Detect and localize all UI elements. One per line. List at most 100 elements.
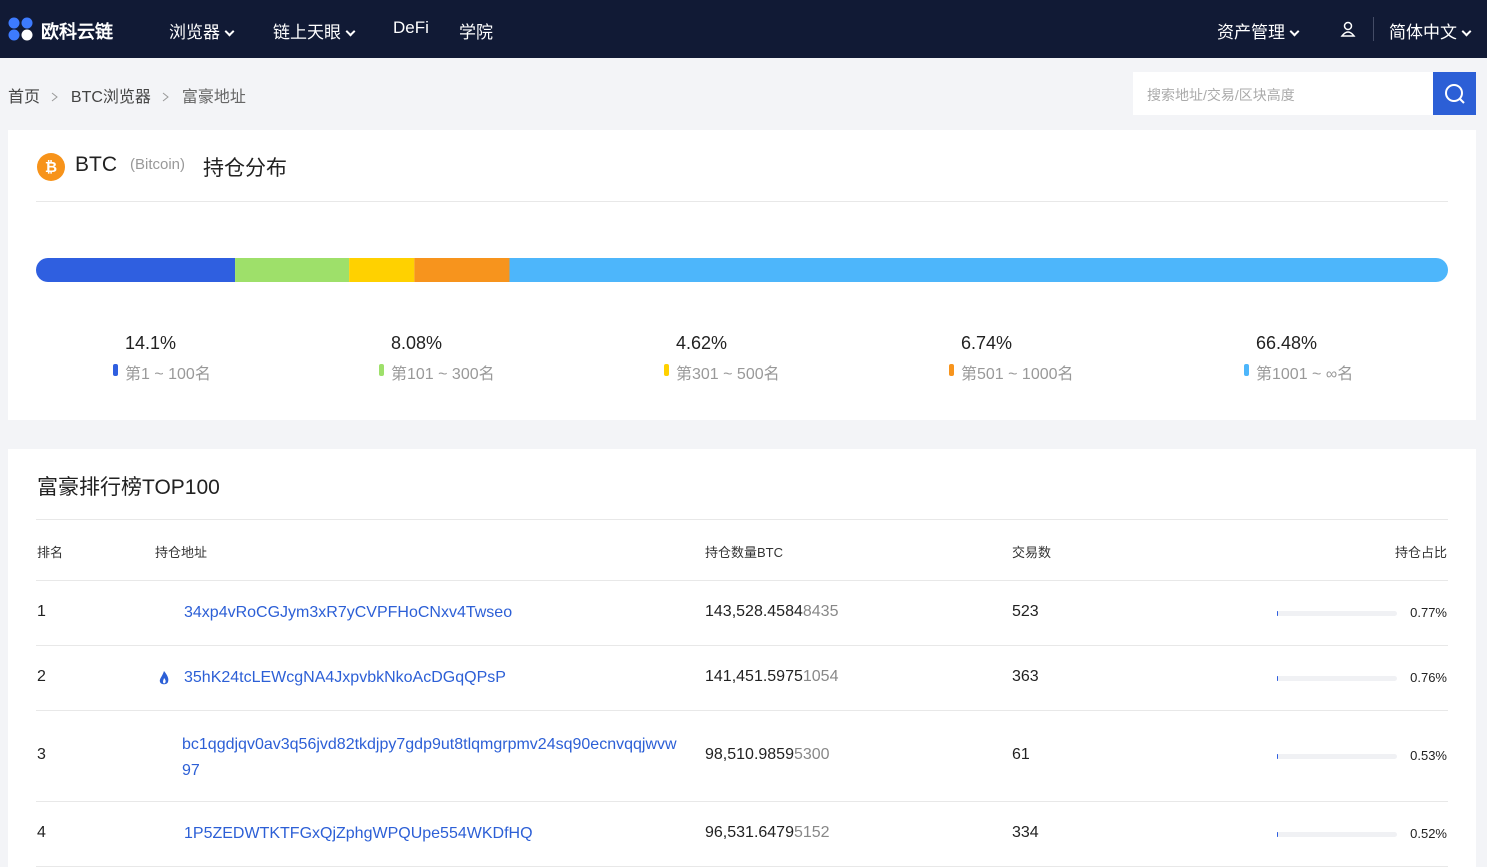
tx-count: 334: [1012, 824, 1039, 842]
address-tag-icon: [157, 670, 171, 686]
amount: 96,531.64795152: [705, 824, 830, 842]
amount: 98,510.98595300: [705, 746, 830, 764]
share-percent: 0.52%: [1410, 826, 1447, 841]
bar-segment: [36, 258, 235, 282]
share-bar: [1277, 676, 1278, 681]
segment-percent: 6.74%: [961, 333, 1012, 354]
logo-icon: [8, 16, 36, 42]
bar-segment: [235, 258, 349, 282]
address-link[interactable]: bc1qgdjqv0av3q56jvd82tkdjpy7gdp9ut8tlqmg…: [182, 732, 677, 784]
nav-item[interactable]: 链上天眼: [273, 18, 354, 43]
amount-tail: 1054: [803, 668, 839, 685]
search-button[interactable]: [1433, 72, 1476, 115]
ranking-card: [8, 449, 1476, 867]
row-divider: [36, 801, 1448, 802]
share-track: [1277, 676, 1397, 681]
crumb[interactable]: BTC浏览器: [71, 89, 151, 106]
coin-symbol: BTC: [75, 153, 117, 177]
coin-name: (Bitcoin): [130, 156, 185, 173]
share-track: [1277, 754, 1397, 759]
nav-asset[interactable]: 资产管理: [1217, 18, 1298, 43]
legend-dot: [379, 364, 384, 376]
crumb-sep: [155, 92, 177, 102]
address-link[interactable]: 1P5ZEDWTKTFGxQjZphgWPQUpe554WKDfHQ: [184, 821, 694, 847]
amount-tail: 8435: [803, 603, 839, 620]
segment-percent: 8.08%: [391, 333, 442, 354]
btc-icon: ₿: [36, 152, 66, 182]
nav-item[interactable]: 浏览器: [169, 18, 233, 43]
legend-dot: [113, 364, 118, 376]
search-icon: [1433, 72, 1476, 115]
user-icon[interactable]: [1340, 21, 1356, 37]
logo-text[interactable]: 欧科云链: [41, 18, 113, 44]
segment-range: 第101 ~ 300名: [391, 360, 495, 384]
tx-count: 61: [1012, 746, 1030, 764]
amount: 141,451.59751054: [705, 668, 838, 686]
address-link[interactable]: 34xp4vRoCGJym3xR7yCVPFHoCNxv4Twseo: [184, 600, 694, 626]
nav-label: 浏览器: [169, 23, 220, 42]
distribution-card: ₿ BTC (Bitcoin) 持仓分布 14.1% 第1 ~ 100名 8.08%…: [8, 130, 1476, 420]
segment-percent: 14.1%: [125, 333, 176, 354]
bar-segment: [349, 258, 414, 282]
divider: [36, 201, 1448, 202]
divider: [36, 519, 1448, 520]
address-link[interactable]: 35hK24tcLEWcgNA4JxpvbkNkoAcDGqQPsP: [184, 665, 694, 691]
column-header: 持仓占比: [1395, 542, 1447, 561]
bar-segment: [414, 258, 509, 282]
nav-item[interactable]: DeFi: [393, 18, 429, 38]
rank: 3: [37, 746, 46, 764]
tx-count: 523: [1012, 603, 1039, 621]
nav-label: 链上天眼: [273, 23, 341, 42]
breadcrumb: 首页 BTC浏览器 富豪地址: [8, 83, 246, 107]
segment-range: 第1 ~ 100名: [125, 360, 211, 384]
segment-range: 第301 ~ 500名: [676, 360, 780, 384]
distribution-bar: [36, 258, 1448, 282]
segment-percent: 66.48%: [1256, 333, 1317, 354]
segment-percent: 4.62%: [676, 333, 727, 354]
svg-text:₿: ₿: [45, 158, 57, 176]
column-header: 持仓数量BTC: [705, 542, 783, 561]
amount-main: 143,528.4584: [705, 603, 803, 620]
row-divider: [36, 580, 1448, 581]
crumb[interactable]: 首页: [8, 89, 40, 106]
legend-dot: [664, 364, 669, 376]
share-track: [1277, 611, 1397, 616]
legend-dot: [1244, 364, 1249, 376]
amount-main: 141,451.5975: [705, 668, 803, 685]
row-divider: [36, 710, 1448, 711]
lang-switch[interactable]: 简体中文: [1389, 18, 1470, 43]
crumb-sep: [44, 92, 66, 102]
amount-main: 96,531.6479: [705, 824, 794, 841]
column-header: 交易数: [1012, 542, 1051, 561]
top-nav: 欧科云链 浏览器 链上天眼 DeFi 学院 资产管理 简体中文: [0, 0, 1487, 58]
crumb: 富豪地址: [182, 89, 246, 106]
share-percent: 0.53%: [1410, 748, 1447, 763]
legend-dot: [949, 364, 954, 376]
column-header: 持仓地址: [155, 542, 207, 561]
rank: 1: [37, 603, 46, 621]
segment-range: 第1001 ~ ∞名: [1256, 360, 1353, 384]
amount-tail: 5300: [794, 746, 830, 763]
nav-item[interactable]: 学院: [459, 18, 493, 43]
card-title: 富豪排行榜TOP100: [37, 471, 220, 501]
share-percent: 0.77%: [1410, 605, 1447, 620]
rank: 2: [37, 668, 46, 686]
amount-main: 98,510.9859: [705, 746, 794, 763]
nav-label: 资产管理: [1217, 23, 1285, 42]
share-bar: [1277, 754, 1278, 759]
card-title: 持仓分布: [203, 152, 287, 182]
amount-tail: 5152: [794, 824, 830, 841]
tx-count: 363: [1012, 668, 1039, 686]
search-input[interactable]: 搜索地址/交易/区块高度: [1133, 72, 1433, 115]
row-divider: [36, 645, 1448, 646]
column-header: 排名: [37, 542, 63, 561]
share-track: [1277, 832, 1397, 837]
divider: [1373, 17, 1374, 41]
share-percent: 0.76%: [1410, 670, 1447, 685]
bar-segment: [509, 258, 1448, 282]
share-bar: [1277, 611, 1278, 616]
share-bar: [1277, 832, 1278, 837]
segment-range: 第501 ~ 1000名: [961, 360, 1074, 384]
rank: 4: [37, 824, 46, 842]
